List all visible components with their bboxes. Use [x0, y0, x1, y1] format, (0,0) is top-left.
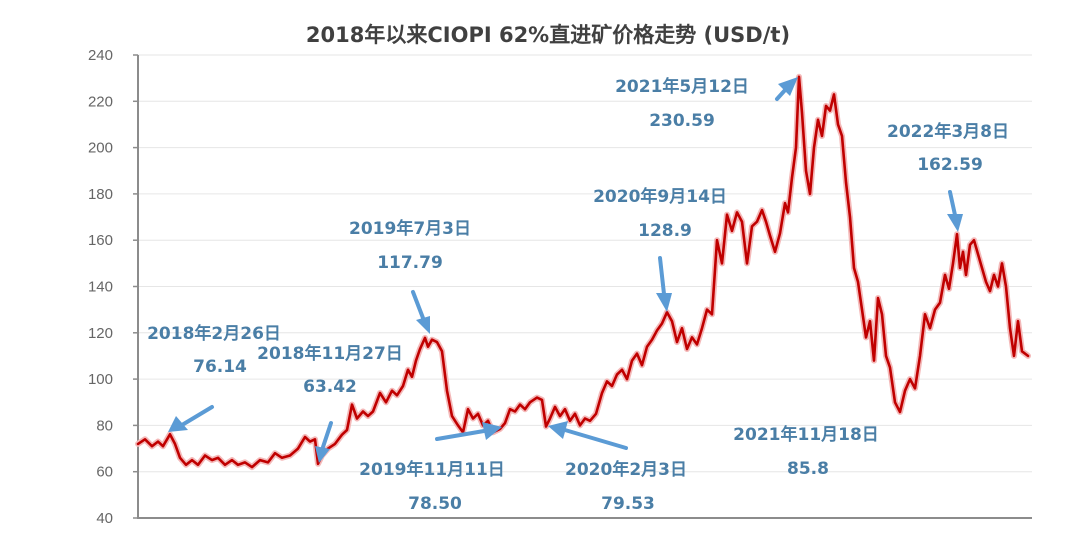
chart-title: 2018年以来CIOPI 62%直进矿价格走势 (USD/t) — [306, 23, 790, 47]
y-tick-label: 100 — [88, 371, 113, 388]
annotation-labels: 2018年2月26日 76.14 2018年11月27日 63.42 2019年… — [147, 76, 1009, 514]
axes — [137, 55, 1032, 519]
annotation-value: 162.59 — [917, 155, 983, 175]
annotation-date: 2021年11月18日 — [733, 424, 879, 445]
y-tick-label: 200 — [88, 140, 113, 157]
y-tick-label: 140 — [88, 279, 113, 296]
y-tick-label: 160 — [88, 232, 113, 249]
annotation-value: 85.8 — [787, 459, 829, 479]
annotation-date: 2021年5月12日 — [615, 76, 749, 97]
annotation-date: 2022年3月8日 — [887, 121, 1009, 142]
arrow-icon — [168, 405, 214, 432]
annotation-arrows — [168, 77, 963, 463]
y-tick-label: 60 — [96, 464, 113, 481]
annotation-value: 76.14 — [193, 357, 247, 377]
y-tick-label: 220 — [88, 93, 113, 110]
annotation-value: 78.50 — [408, 494, 462, 514]
arrow-icon — [656, 256, 672, 312]
annotation-value: 230.59 — [649, 111, 715, 131]
annotation-value: 79.53 — [601, 494, 655, 514]
annotation-date: 2019年7月3日 — [349, 218, 471, 239]
annotation-date: 2018年11月27日 — [257, 343, 403, 364]
arrow-icon — [548, 421, 628, 450]
y-tick-label: 40 — [96, 510, 113, 527]
annotation-value: 117.79 — [377, 253, 443, 273]
y-axis-tick-labels: 40 60 80 100 120 140 160 180 200 220 240 — [88, 47, 138, 527]
arrow-icon — [411, 290, 430, 334]
annotation-date: 2019年11月11日 — [359, 459, 505, 480]
arrow-icon — [775, 77, 798, 101]
y-tick-label: 180 — [88, 186, 113, 203]
y-tick-label: 80 — [96, 417, 113, 434]
annotation-date: 2020年9月14日 — [593, 186, 727, 207]
annotation-value: 63.42 — [303, 377, 357, 397]
gridlines — [138, 54, 1032, 473]
annotation-date: 2020年2月3日 — [565, 459, 687, 480]
y-tick-label: 240 — [88, 47, 113, 64]
arrow-icon — [947, 190, 963, 232]
arrow-icon — [315, 421, 333, 463]
annotation-date: 2018年2月26日 — [147, 323, 281, 344]
y-tick-label: 120 — [88, 325, 113, 342]
annotation-value: 128.9 — [638, 221, 692, 241]
arrow-icon — [435, 422, 502, 441]
